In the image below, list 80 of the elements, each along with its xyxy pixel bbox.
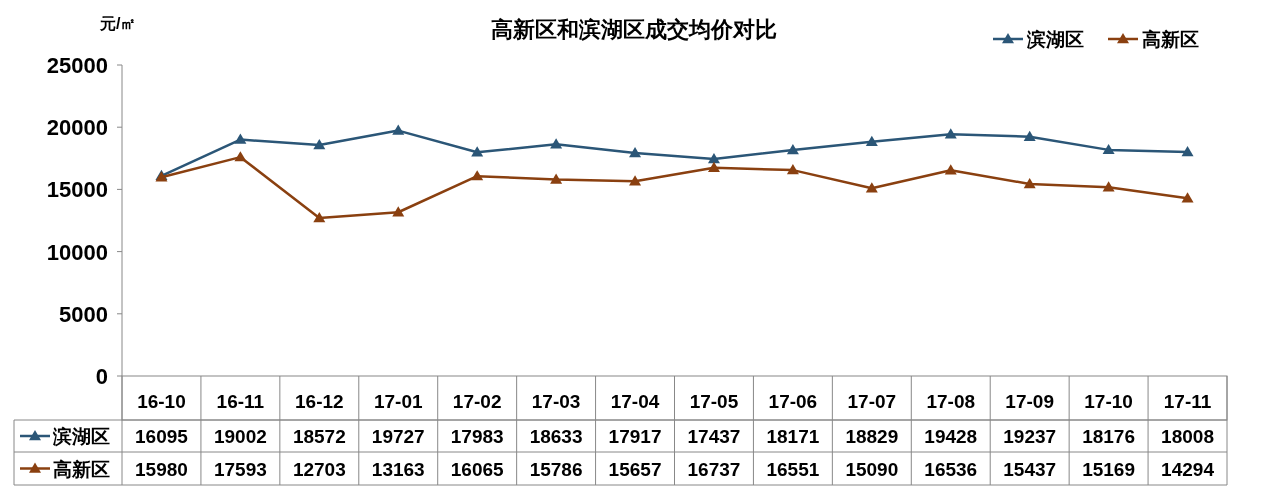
data-label: 18008 — [1161, 426, 1214, 447]
data-label: 12703 — [292, 458, 346, 480]
text: 高新区 — [53, 458, 110, 480]
data-label: 16065 — [450, 458, 505, 480]
y-tick-label: 10000 — [46, 239, 108, 265]
y-tick-label: 5000 — [59, 301, 108, 327]
legend-label: 高新区 — [1142, 29, 1199, 50]
point — [707, 161, 720, 172]
point — [471, 170, 484, 181]
point — [313, 211, 326, 223]
point — [786, 164, 799, 175]
point — [629, 175, 642, 186]
data-label: 16737 — [687, 458, 741, 480]
x-tick-label: 17-02 — [452, 391, 502, 412]
x-tick-label: 17-10 — [1084, 391, 1133, 412]
x-tick-label: 17-09 — [1005, 391, 1054, 412]
point — [944, 164, 957, 175]
data-label: 16551 — [766, 458, 820, 480]
data-label: 19428 — [924, 426, 978, 447]
data-label: 16536 — [924, 458, 978, 480]
chart-title: 高新区和滨湖区成交均价对比 — [491, 17, 777, 42]
point — [944, 128, 957, 139]
point — [550, 138, 563, 149]
data-label: 17917 — [608, 426, 662, 447]
data-label: 15786 — [529, 458, 583, 480]
data-label: 17983 — [450, 426, 504, 447]
data-label: 18572 — [292, 426, 346, 447]
point — [1102, 143, 1115, 155]
data-label: 15980 — [135, 458, 188, 480]
y-tick-label: 20000 — [46, 115, 108, 141]
data-label: 15657 — [608, 458, 662, 480]
data-label: 19727 — [371, 426, 425, 447]
y-tick-label: 15000 — [46, 177, 108, 203]
x-tick-label: 17-04 — [610, 391, 660, 412]
point — [1102, 181, 1115, 192]
legend-label: 滨湖区 — [1026, 29, 1084, 50]
point — [1181, 192, 1194, 203]
x-tick-label: 17-01 — [373, 391, 423, 412]
point — [1181, 145, 1194, 157]
data-label: 17437 — [687, 426, 741, 447]
point — [1023, 130, 1036, 141]
y-tick-label: 25000 — [46, 53, 108, 78]
y-axis-title: 元/㎡ — [99, 15, 137, 32]
point — [550, 173, 563, 184]
point — [865, 182, 878, 193]
x-tick-label: 17-03 — [531, 391, 581, 412]
point — [392, 124, 405, 135]
text: 滨湖区 — [53, 426, 110, 447]
point — [234, 151, 247, 162]
point — [471, 146, 484, 157]
data-label: 18633 — [529, 426, 583, 447]
point — [865, 135, 878, 146]
point — [707, 153, 720, 164]
point — [786, 143, 799, 155]
data-label: 19237 — [1003, 426, 1057, 447]
x-tick-label: 17-07 — [847, 391, 897, 412]
point — [313, 138, 326, 150]
data-label: 15169 — [1082, 458, 1136, 480]
x-tick-label: 16-11 — [216, 391, 265, 412]
y-tick-label: 0 — [95, 364, 108, 389]
x-tick-label: 17-06 — [768, 391, 818, 412]
point — [234, 133, 247, 144]
x-tick-label: 17-11 — [1163, 391, 1212, 412]
point — [392, 206, 405, 217]
x-tick-label: 17-05 — [689, 391, 739, 412]
data-label: 18171 — [766, 426, 820, 447]
data-label: 14294 — [1161, 458, 1215, 480]
point — [1023, 177, 1036, 189]
data-label: 15437 — [1003, 458, 1057, 480]
x-tick-label: 16-10 — [137, 391, 186, 412]
data-label: 16095 — [135, 426, 189, 447]
point — [629, 147, 642, 158]
x-tick-label: 16-12 — [295, 391, 344, 412]
data-label: 19002 — [213, 426, 267, 447]
x-tick-label: 17-08 — [926, 391, 976, 412]
data-label: 17593 — [213, 458, 267, 480]
data-label: 15090 — [845, 458, 899, 480]
data-label: 18176 — [1082, 426, 1136, 447]
data-label: 13163 — [371, 458, 425, 480]
data-label: 18829 — [845, 426, 899, 447]
